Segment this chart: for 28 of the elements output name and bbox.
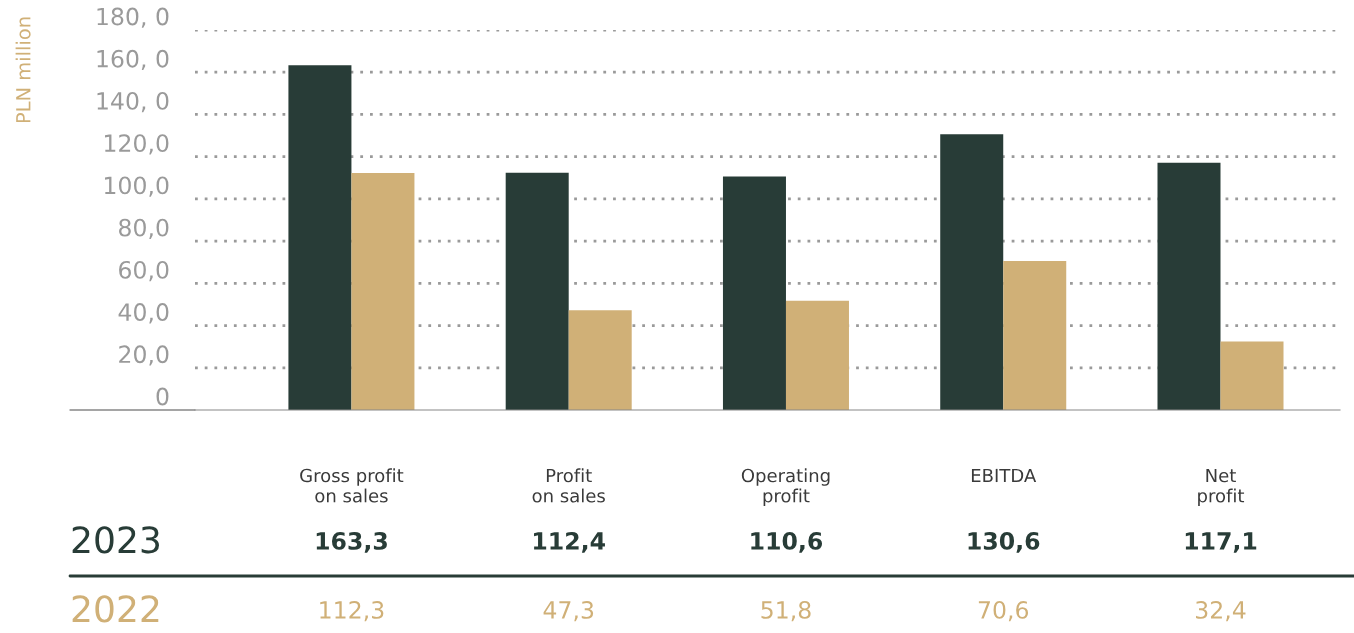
data-label: 51,8 xyxy=(761,600,811,622)
text: 2022 xyxy=(72,595,159,623)
data-label: 112,4 xyxy=(534,531,605,553)
y-tick-label: 80,0 xyxy=(119,218,169,239)
y-tick-label: 160, 0 xyxy=(97,49,169,71)
y-tick-label: 60,0 xyxy=(119,260,169,282)
data-label: 47,3 xyxy=(543,600,594,622)
text: 2023 xyxy=(72,526,160,554)
x-tick-label: Net profit xyxy=(1198,468,1245,507)
y-tick-label: 0 xyxy=(156,387,169,406)
y-tick-label: 120,0 xyxy=(105,134,169,155)
data-label: 32,4 xyxy=(1196,600,1246,622)
x-tick-label: EBITDA xyxy=(971,468,1037,483)
y-tick-label: 100,0 xyxy=(105,176,169,197)
data-label: 163,3 xyxy=(316,531,387,553)
x-tick-label: Gross profit on sales xyxy=(300,468,404,503)
y-axis-title: PLN million xyxy=(15,17,31,123)
data-label: 117,1 xyxy=(1185,532,1257,553)
data-label: 70,6 xyxy=(978,600,1029,622)
data-label: 112,3 xyxy=(320,600,384,622)
data-label: 110,6 xyxy=(751,531,823,553)
y-tick-label: 140, 0 xyxy=(97,92,169,113)
x-tick-label: Operating profit xyxy=(741,468,830,507)
y-tick-label: 180, 0 xyxy=(97,7,169,28)
x-tick-label: Profit on sales xyxy=(532,468,605,503)
data-label: 130,6 xyxy=(968,531,1040,553)
y-tick-label: 40,0 xyxy=(118,303,169,324)
y-tick-label: 20,0 xyxy=(119,345,169,366)
